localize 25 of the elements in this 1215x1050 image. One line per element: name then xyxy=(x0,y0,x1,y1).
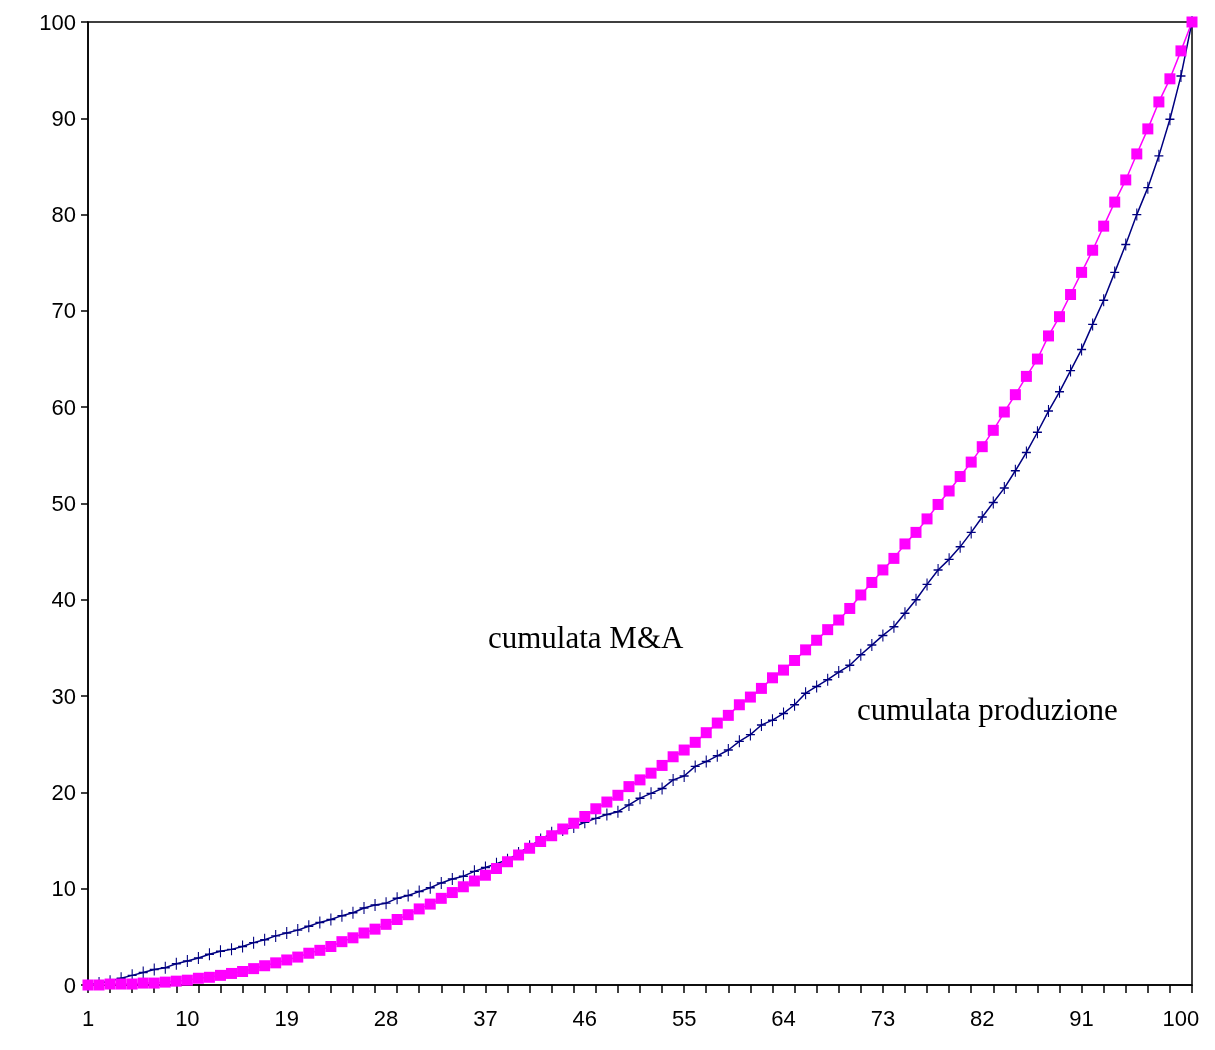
y-tick-label: 70 xyxy=(51,298,76,324)
x-tick-label: 91 xyxy=(1069,1005,1094,1031)
text: cumulata M&A xyxy=(488,620,685,655)
y-tick-label: 40 xyxy=(51,587,76,613)
y-tick-label: 100 xyxy=(39,9,76,35)
x-tick-label: 46 xyxy=(572,1005,598,1031)
y-tick-label: 30 xyxy=(51,683,76,709)
y-tick-label: 50 xyxy=(51,491,76,516)
x-tick-label: 28 xyxy=(373,1005,399,1031)
x-tick-label: 55 xyxy=(671,1005,697,1031)
series-label: cumulata produzione xyxy=(857,692,1118,727)
x-tick-label: 10 xyxy=(175,1005,200,1031)
x-tick-label: 73 xyxy=(870,1005,896,1031)
y-tick-label: 80 xyxy=(51,202,76,228)
x-tick-label: 19 xyxy=(274,1005,299,1031)
x-tick-label: 1 xyxy=(81,1005,95,1031)
x-tick-label: 37 xyxy=(473,1005,498,1031)
x-tick-label: 100 xyxy=(1162,1005,1200,1031)
y-tick-label: 20 xyxy=(51,779,76,805)
y-tick-label: 60 xyxy=(51,394,76,420)
x-tick-label: 82 xyxy=(970,1005,995,1031)
y-tick-label: 0 xyxy=(63,972,76,998)
y-tick-label: 10 xyxy=(51,876,76,902)
y-tick-label: 90 xyxy=(51,105,76,131)
x-tick-label: 64 xyxy=(771,1005,796,1031)
